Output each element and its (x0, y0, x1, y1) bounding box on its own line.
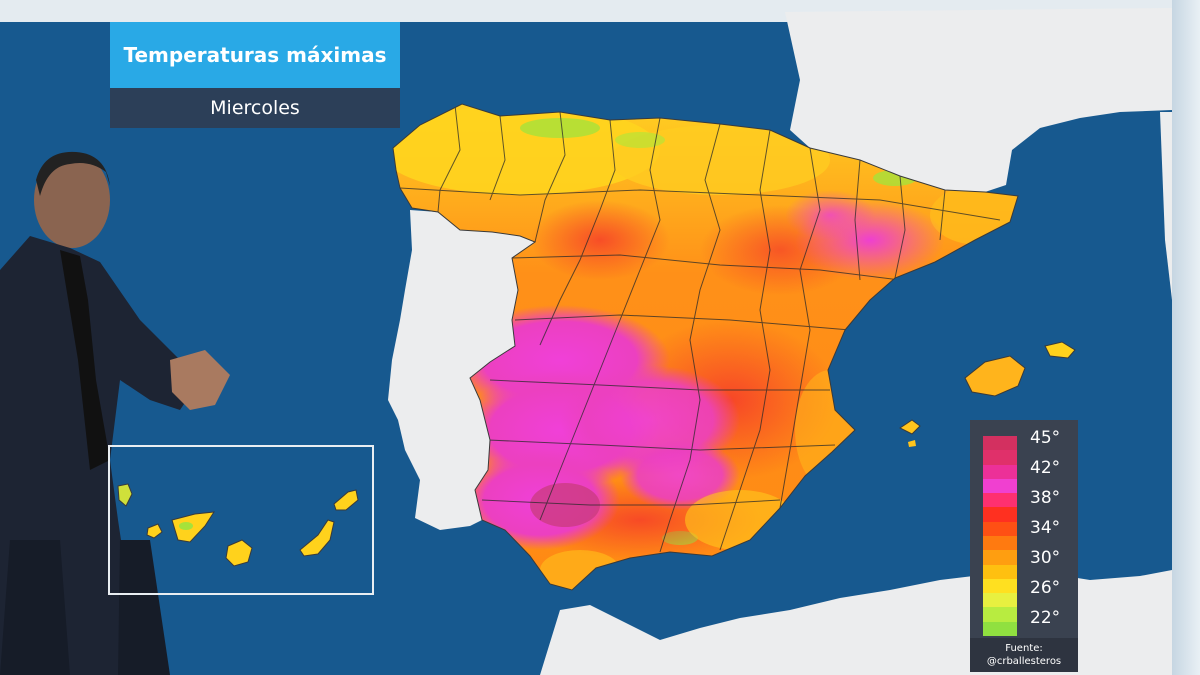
map-subtitle-day: Miercoles (110, 88, 400, 128)
legend-swatch (983, 507, 1017, 522)
source-handle: @crballesteros (986, 656, 1062, 667)
legend-swatch (983, 450, 1017, 465)
temperature-legend: 45° 42° 38° 34° 30° 26° 22° Fuente: @crb… (970, 420, 1078, 672)
canary-islands-inset-frame (108, 445, 374, 595)
legend-swatch (983, 564, 1017, 579)
legend-swatch (983, 593, 1017, 608)
legend-swatch (983, 621, 1017, 636)
legend-label: 26° (1030, 578, 1061, 598)
legend-swatch (983, 493, 1017, 508)
legend-swatch (983, 535, 1017, 551)
presenter-figure (0, 151, 230, 675)
legend-swatch (983, 478, 1017, 494)
legend-label: 42° (1030, 458, 1061, 478)
map-title: Temperaturas máximas (110, 22, 400, 88)
legend-swatch (983, 578, 1017, 594)
legend-swatch (983, 607, 1017, 622)
legend-swatch (983, 436, 1017, 451)
legend-swatch (983, 521, 1017, 536)
screen-frame-edge (1172, 0, 1200, 675)
legend-label: 34° (1030, 518, 1061, 538)
legend-label: 38° (1030, 488, 1061, 508)
title-card: Temperaturas máximas Miercoles (110, 22, 400, 128)
legend-color-scale (983, 436, 1017, 636)
legend-swatch (983, 550, 1017, 565)
legend-label: 22° (1030, 608, 1061, 628)
legend-swatch (983, 464, 1017, 479)
data-source-credit: Fuente: @crballesteros (970, 638, 1078, 672)
legend-label: 45° (1030, 428, 1061, 448)
legend-label: 30° (1030, 548, 1061, 568)
source-label: Fuente: (1005, 643, 1043, 654)
